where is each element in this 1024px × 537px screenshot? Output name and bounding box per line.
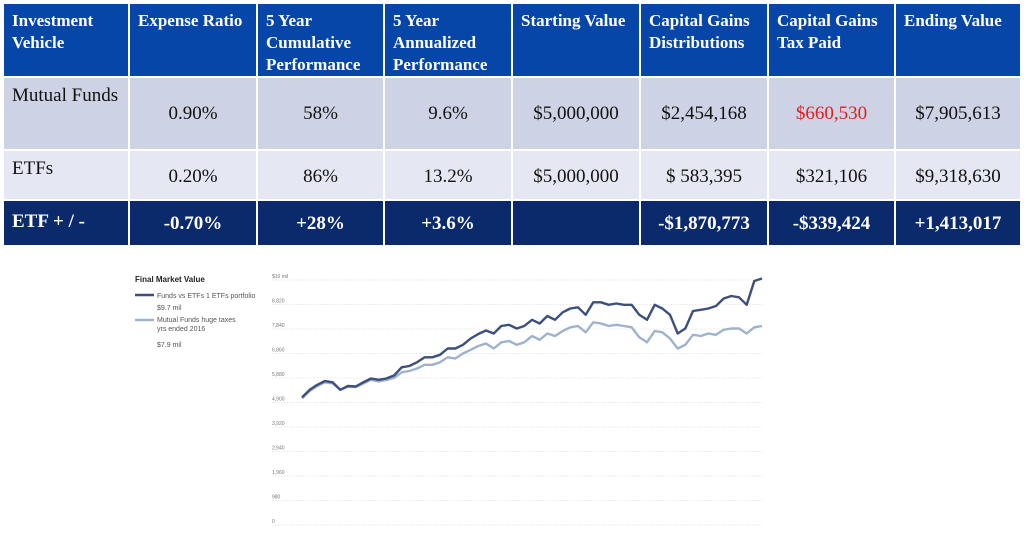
- chart-canvas: Final Market Value Funds vs ETFs 1 ETFs …: [135, 274, 763, 526]
- table-row-mutual-funds: Mutual Funds 0.90% 58% 9.6% $5,000,000 $…: [2, 76, 1022, 151]
- y-tick-label: 980: [272, 495, 281, 501]
- cell-ending-value: $9,318,630: [894, 149, 1022, 201]
- y-tick-label: 8,820: [272, 299, 285, 305]
- cell-starting-value: [511, 199, 641, 247]
- cell-annualized-performance: 13.2%: [383, 149, 513, 201]
- table-row-etfs: ETFs 0.20% 86% 13.2% $5,000,000 $ 583,39…: [2, 149, 1022, 201]
- cell-vehicle: Mutual Funds: [2, 76, 130, 151]
- cell-capital-gains-tax-paid: $321,106: [767, 149, 896, 201]
- y-tick-label: 2,940: [272, 446, 285, 452]
- chart-title: Final Market Value: [135, 275, 205, 284]
- header-starting-value: Starting Value: [511, 2, 641, 78]
- series-line-etf: [301, 277, 763, 399]
- cell-capital-gains-distributions: $ 583,395: [639, 149, 769, 201]
- header-capital-gains-tax-paid: Capital Gains Tax Paid: [767, 2, 896, 78]
- cell-expense-ratio: 0.20%: [128, 149, 258, 201]
- market-value-chart: Final Market Value Funds vs ETFs 1 ETFs …: [126, 266, 776, 532]
- cell-expense-ratio: 0.90%: [128, 76, 258, 151]
- y-tick-label: 5,880: [272, 372, 285, 378]
- cell-starting-value: $5,000,000: [511, 76, 641, 151]
- table-row-difference: ETF + / - -0.70% +28% +3.6% -$1,870,773 …: [2, 199, 1022, 247]
- y-tick-label: 7,840: [272, 323, 285, 329]
- header-annualized-performance: 5 Year Annualized Performance: [383, 2, 513, 78]
- table-header-row: Investment Vehicle Expense Ratio 5 Year …: [2, 2, 1022, 78]
- cell-ending-value: +1,413,017: [894, 199, 1022, 247]
- cell-cumulative-performance: +28%: [256, 199, 385, 247]
- cell-cumulative-performance: 86%: [256, 149, 385, 201]
- y-tick-label: 1,960: [272, 470, 285, 476]
- header-investment-vehicle: Investment Vehicle: [2, 2, 130, 78]
- y-tick-label: $10 mil: [272, 274, 288, 280]
- y-tick-label: 4,900: [272, 397, 285, 403]
- cell-annualized-performance: +3.6%: [383, 199, 513, 247]
- cell-capital-gains-distributions: $2,454,168: [639, 76, 769, 151]
- header-cumulative-performance: 5 Year Cumulative Performance: [256, 2, 385, 78]
- legend-label-etf: Funds vs ETFs 1 ETFs portfolio: [157, 293, 256, 300]
- header-capital-gains-distributions: Capital Gains Distributions: [639, 2, 769, 78]
- comparison-table: Investment Vehicle Expense Ratio 5 Year …: [2, 2, 1022, 247]
- legend-value-mutual-funds: $7.9 mil: [157, 342, 182, 349]
- y-tick-label: 0: [272, 519, 275, 525]
- y-tick-label: 6,860: [272, 348, 285, 354]
- y-tick-label: 3,920: [272, 421, 285, 427]
- cell-ending-value: $7,905,613: [894, 76, 1022, 151]
- cell-annualized-performance: 9.6%: [383, 76, 513, 151]
- cell-cumulative-performance: 58%: [256, 76, 385, 151]
- series-line-mutual-funds: [301, 321, 763, 400]
- cell-expense-ratio: -0.70%: [128, 199, 258, 247]
- cell-vehicle: ETFs: [2, 149, 130, 201]
- chart-grid: $10 mil 8,820 7,840 6,860 5,880 4,900 3,920 2,9…: [272, 274, 762, 526]
- cell-capital-gains-tax-paid: $660,530: [767, 76, 896, 151]
- cell-capital-gains-distributions: -$1,870,773: [639, 199, 769, 247]
- header-expense-ratio: Expense Ratio: [128, 2, 258, 78]
- header-ending-value: Ending Value: [894, 2, 1022, 78]
- cell-starting-value: $5,000,000: [511, 149, 641, 201]
- legend-label-mutual-funds: Mutual Funds huge taxes yrs ended 2016: [157, 317, 236, 333]
- cell-capital-gains-tax-paid: -$339,424: [767, 199, 896, 247]
- legend-value-etf: $9.7 mil: [157, 305, 182, 312]
- chart-lines: [301, 277, 763, 400]
- cell-vehicle: ETF + / -: [2, 199, 130, 247]
